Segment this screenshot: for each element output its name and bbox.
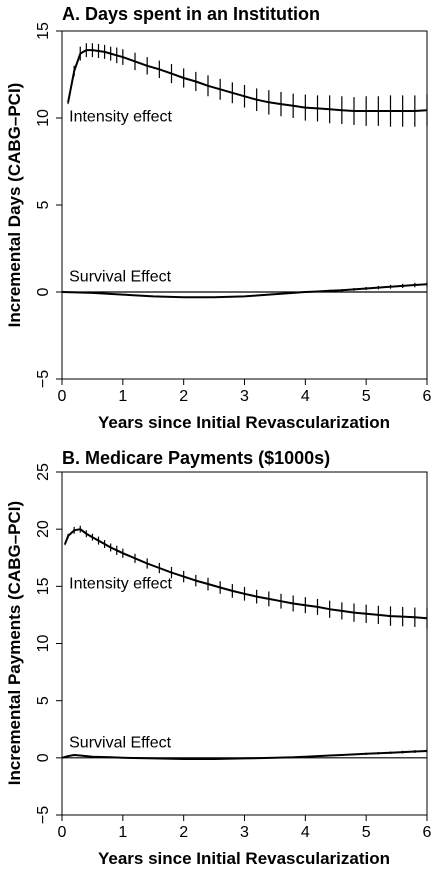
panel-a-y-tick-label: 15	[35, 22, 52, 40]
panel-b-x-tick-label: 5	[362, 824, 371, 841]
panel-a-annotation-intensity: Intensity effect	[69, 108, 172, 125]
panel-b-y-tick-label: 10	[35, 635, 52, 653]
panel-b-x-axis-label: Years since Initial Revascularization	[98, 849, 390, 868]
panel-a-x-ticks: 0 1 2 3 4 5 6	[58, 379, 432, 405]
panel-b-x-tick-label: 2	[179, 824, 188, 841]
panel-a-x-tick-label: 3	[240, 388, 249, 405]
panel-a-x-tick-label: 2	[179, 388, 188, 405]
panel-b-y-tick-label: −5	[35, 806, 52, 824]
panel-b-title: B. Medicare Payments ($1000s)	[62, 448, 330, 468]
panel-b-intensity-effect-line	[64, 528, 428, 620]
panel-b-x-tick-label: 1	[118, 824, 127, 841]
panel-a-title: A. Days spent in an Institution	[62, 4, 320, 24]
panel-a-y-tick-label: 0	[35, 287, 52, 296]
panel-a-y-tick-label: 10	[35, 109, 52, 127]
panel-b-y-tick-label: 0	[35, 753, 52, 762]
panel-a-y-tick-label: −5	[35, 370, 52, 388]
panel-a-annotation-survival: Survival Effect	[69, 269, 172, 286]
panel-a-x-tick-label: 6	[423, 388, 432, 405]
panel-a-intensity-effect-line	[67, 49, 428, 112]
panel-b-x-ticks: 0 1 2 3 4 5 6	[58, 815, 432, 841]
panel-a-x-tick-label: 1	[118, 388, 127, 405]
panel-b-y-tick-label: 25	[35, 463, 52, 481]
panel-b-x-tick-label: 0	[58, 824, 67, 841]
panel-b-x-tick-label: 6	[423, 824, 432, 841]
panel-b-x-tick-label: 3	[240, 824, 249, 841]
panel-b-annotation-intensity: Intensity effect	[69, 576, 172, 593]
panel-a-y-axis-label: Incremental Days (CABG–PCI)	[5, 83, 24, 328]
panel-b-plot-box	[61, 471, 428, 816]
panel-a-series	[61, 43, 428, 299]
panel-b-y-axis-label: Incremental Payments (CABG–PCI)	[5, 501, 24, 785]
panel-b-y-ticks: −5 0 5 10 15 20 25	[35, 463, 62, 824]
panel-a: A. Days spent in an Institution −5051015…	[5, 4, 432, 432]
panel-a-x-tick-label: 5	[362, 388, 371, 405]
panel-b-series	[61, 525, 428, 760]
panel-a-x-axis-label: Years since Initial Revascularization	[98, 413, 390, 432]
panel-b-annotation-survival: Survival Effect	[69, 735, 172, 752]
panel-b-y-tick-label: 5	[35, 696, 52, 705]
panel-b-y-tick-label: 20	[35, 520, 52, 538]
panel-b: B. Medicare Payments ($1000s) −505101520…	[5, 448, 432, 868]
panel-b-y-tick-label: 15	[35, 577, 52, 595]
panel-a-x-tick-label: 0	[58, 388, 67, 405]
panel-b-x-tick-label: 4	[301, 824, 310, 841]
panel-a-x-tick-label: 4	[301, 388, 310, 405]
panel-a-plot-box	[61, 30, 428, 380]
panel-a-survival-effect-line	[61, 283, 428, 299]
panel-a-y-tick-label: 5	[35, 200, 52, 209]
panel-a-y-ticks: −5 0 5 10 15	[35, 22, 62, 388]
